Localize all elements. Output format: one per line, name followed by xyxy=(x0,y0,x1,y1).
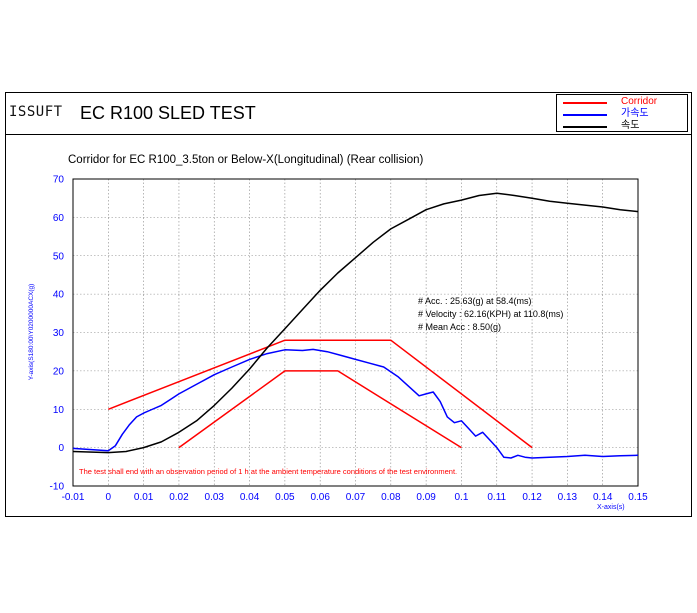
x-tick-label: 0.02 xyxy=(169,492,189,503)
legend-label-corridor: Corridor xyxy=(621,96,658,107)
x-tick-label: 0.09 xyxy=(416,492,436,503)
x-tick-label: 0.11 xyxy=(487,492,506,503)
brand-logo: ISSUFT xyxy=(9,104,63,120)
y-tick-label: 20 xyxy=(53,366,65,377)
x-tick-label: 0.05 xyxy=(275,492,295,503)
chart-title: Corridor for EC R100_3.5ton or Below-X(L… xyxy=(68,154,424,166)
legend: Corridor 가속도 속도 xyxy=(556,94,688,132)
legend-item-corridor: Corridor xyxy=(557,96,687,108)
x-tick-label: 0.01 xyxy=(134,492,154,503)
legend-swatch-acceleration xyxy=(563,114,607,116)
stats-box: # Acc. : 25.63(g) at 58.4(ms) # Velocity… xyxy=(418,296,563,332)
series-layer xyxy=(72,192,639,459)
x-tick-label: 0.08 xyxy=(381,492,401,503)
y-tick-label: 70 xyxy=(53,175,65,186)
stat-mean-acc: # Mean Acc : 8.50(g) xyxy=(418,322,501,332)
x-tick-label: 0.07 xyxy=(346,492,366,503)
series-line-1 xyxy=(178,370,462,449)
plot-frame xyxy=(72,178,639,487)
y-tick-label: 50 xyxy=(53,251,65,262)
y-tick-label: 0 xyxy=(58,443,64,454)
legend-label-velocity: 속도 xyxy=(621,120,640,131)
axis-ticks: -0.01 0 0.01 0.02 0.03 0.04 0.05 0.06 0.07 0.08 0.… xyxy=(50,175,649,504)
x-tick-label: 0.12 xyxy=(522,492,542,503)
x-tick-label: 0.1 xyxy=(454,492,468,503)
x-tick-label: 0.13 xyxy=(558,492,578,503)
series-line-3 xyxy=(72,192,639,454)
series-line-2 xyxy=(72,348,639,459)
test-note: The test shall end with an observation p… xyxy=(79,467,457,476)
stat-acc: # Acc. : 25.63(g) at 58.4(ms) xyxy=(418,296,532,306)
x-tick-label: 0.06 xyxy=(310,492,330,503)
x-tick-label: 0.15 xyxy=(628,492,648,503)
series-line-0 xyxy=(108,339,533,449)
x-tick-label: -0.01 xyxy=(62,492,85,503)
y-tick-label: 30 xyxy=(53,328,65,339)
grid xyxy=(72,178,639,487)
x-tick-label: 0.03 xyxy=(205,492,225,503)
legend-swatch-corridor xyxy=(563,102,607,104)
page-title: EC R100 SLED TEST xyxy=(80,103,256,123)
title-bar: ISSUFT EC R100 SLED TEST Corridor 가속도 속도 xyxy=(6,93,691,135)
legend-item-acceleration: 가속도 xyxy=(557,108,687,120)
y-tick-label: 10 xyxy=(53,405,65,416)
legend-label-acceleration: 가속도 xyxy=(621,108,649,119)
y-tick-label: 40 xyxy=(53,290,65,301)
x-tick-label: 0 xyxy=(106,492,112,503)
stat-velocity: # Velocity : 62.16(KPH) at 110.8(ms) xyxy=(418,309,563,319)
x-tick-label: 0.14 xyxy=(593,492,613,503)
legend-swatch-velocity xyxy=(563,126,607,128)
chart-panel: ISSUFT EC R100 SLED TEST Corridor 가속도 속도 xyxy=(5,92,692,517)
legend-item-velocity: 속도 xyxy=(557,120,687,132)
x-axis-label: X-axis(s) xyxy=(597,504,625,511)
y-axis-label: Y-axis(S180:00\Y0200000ACX(g) xyxy=(28,284,35,381)
x-tick-label: 0.04 xyxy=(240,492,260,503)
y-tick-label: 60 xyxy=(53,213,65,224)
y-tick-label: -10 xyxy=(50,482,65,493)
